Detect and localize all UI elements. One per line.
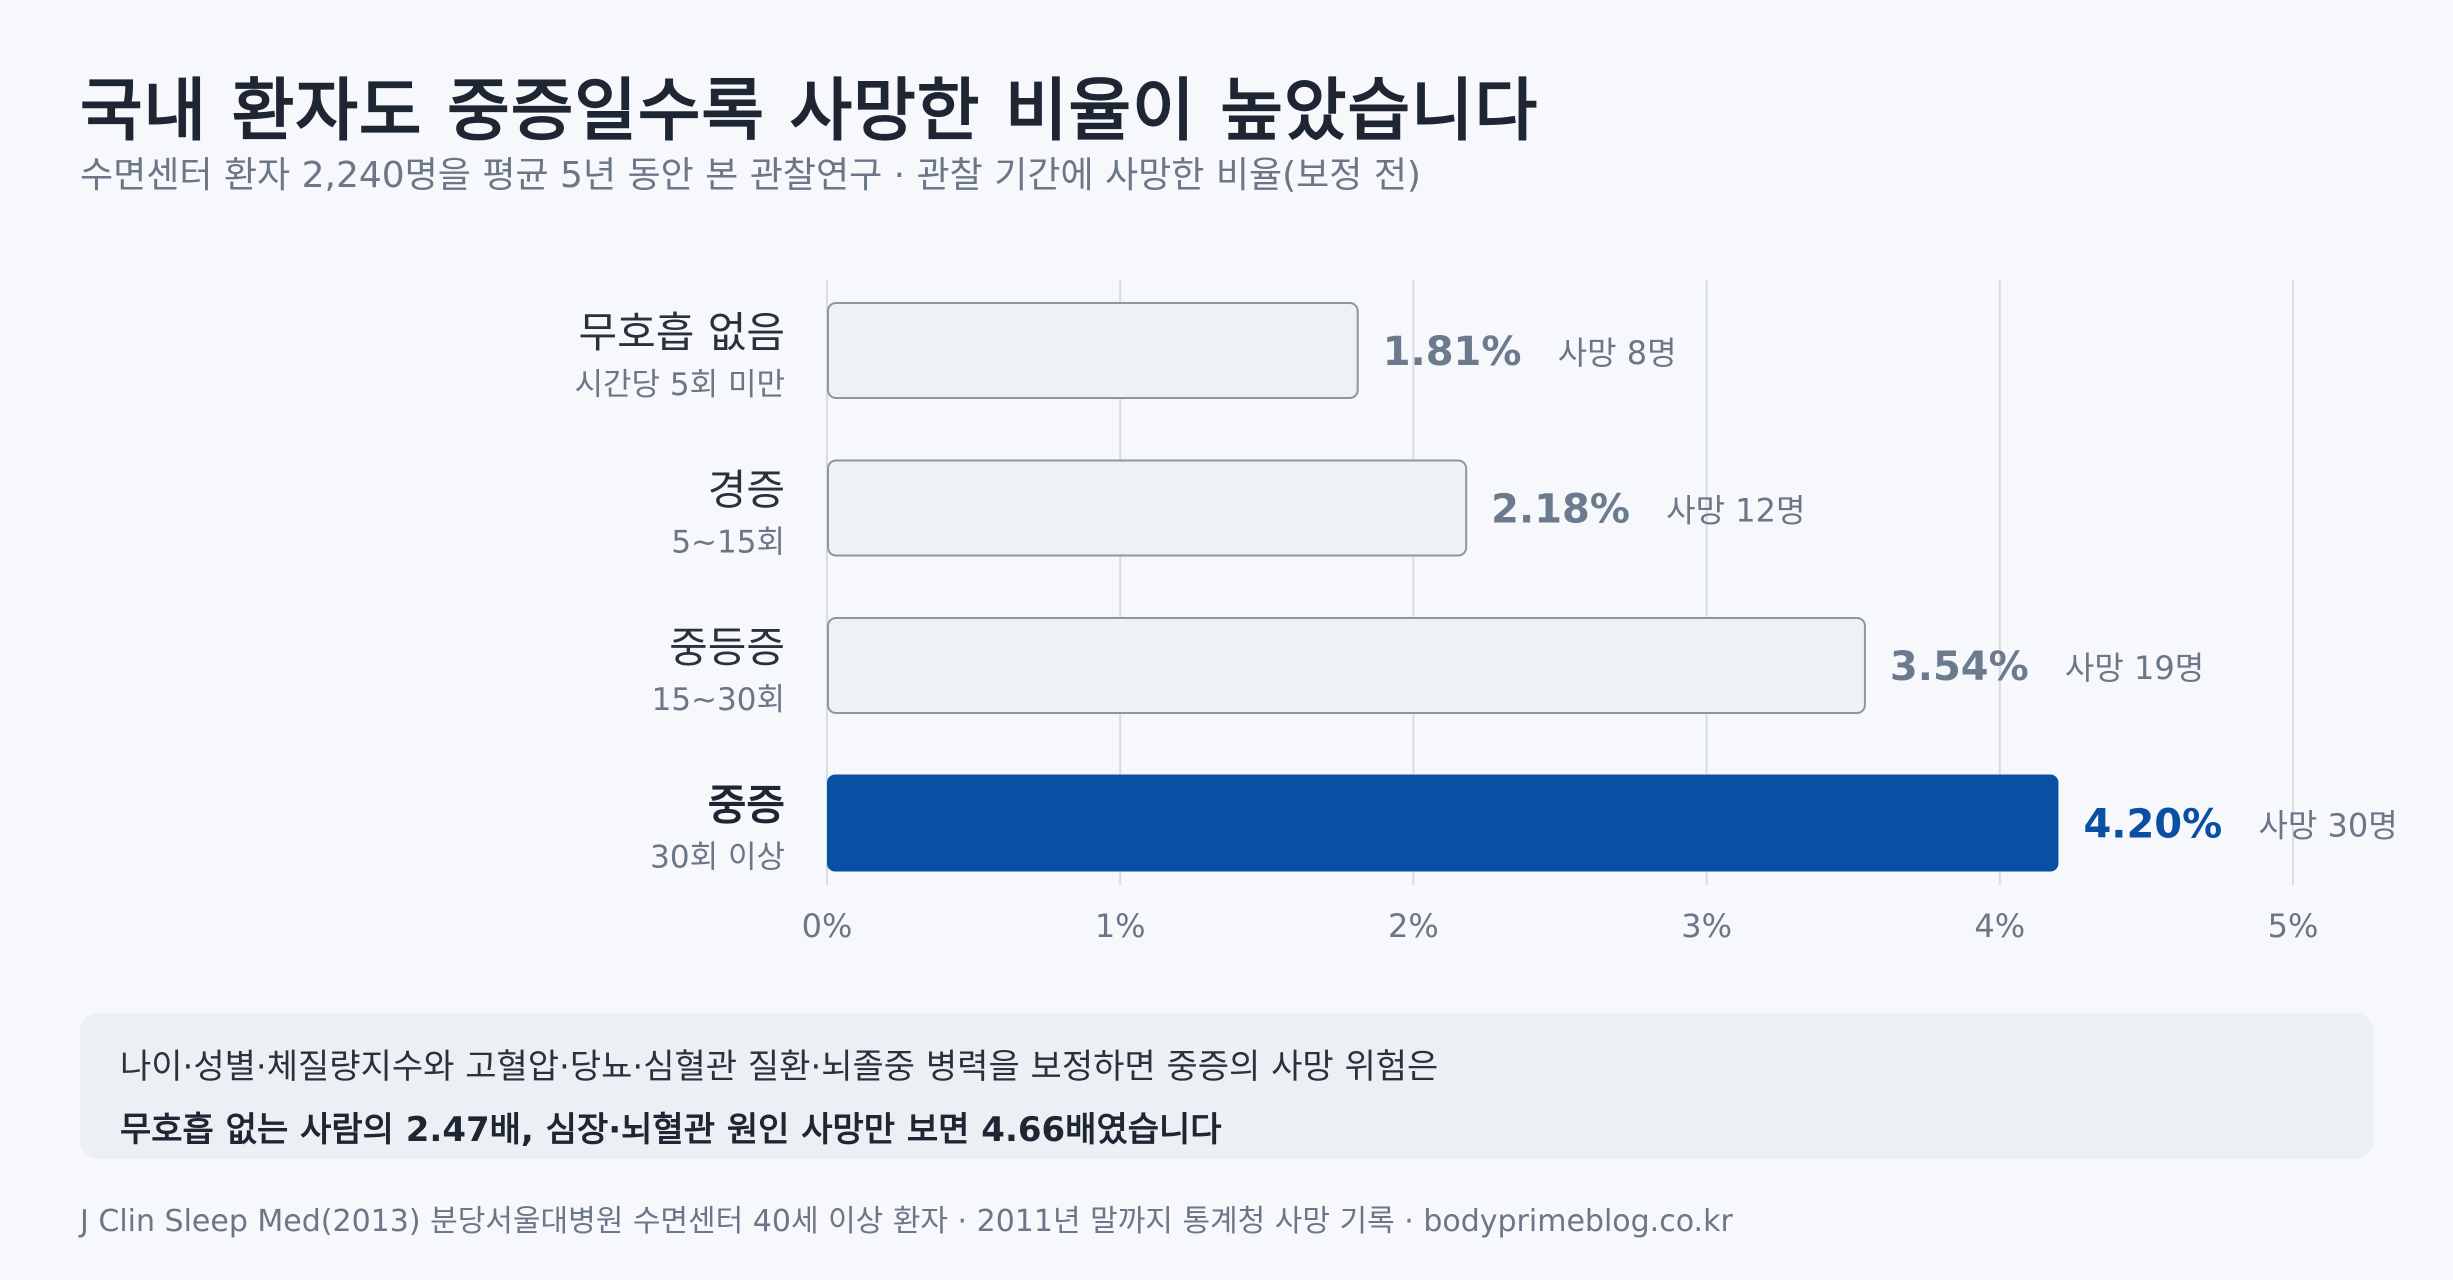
- category-sublabel: 15~30회: [652, 682, 785, 718]
- deaths-label: 사망 12명: [1666, 492, 1805, 530]
- adjusted-risk-note: 나이·성별·체질량지수와 고혈압·당뇨·심혈관 질환·뇌졸중 병력을 보정하면 …: [80, 1013, 2373, 1159]
- x-tick-label: 4%: [1974, 907, 2025, 945]
- bar: [827, 774, 2059, 872]
- x-axis-ticks: 0% 1% 2% 3% 4% 5%: [802, 907, 2319, 945]
- value-label: 2.18%: [1491, 487, 1630, 533]
- x-tick-label: 1%: [1095, 907, 1146, 945]
- category-sublabel: 30회 이상: [650, 840, 785, 876]
- chart-title: 국내 환자도 중증일수록 사망한 비율이 높았습니다: [80, 72, 1539, 151]
- bar: [827, 459, 1468, 557]
- deaths-label: 사망 19명: [2065, 649, 2204, 687]
- bar: [827, 617, 1866, 714]
- deaths-label: 사망 30명: [2258, 807, 2397, 845]
- category-label: 중등증: [669, 623, 785, 672]
- x-tick-label: 0%: [802, 907, 853, 945]
- value-label: 3.54%: [1890, 644, 2029, 690]
- bar: [827, 302, 1359, 399]
- note-line-1: 나이·성별·체질량지수와 고혈압·당뇨·심혈관 질환·뇌졸중 병력을 보정하면 …: [120, 1047, 1439, 1087]
- value-label: 1.81%: [1383, 329, 1522, 375]
- source-citation: J Clin Sleep Med(2013) 분당서울대병원 수면센터 40세 …: [80, 1204, 1733, 1239]
- chart-subtitle: 수면센터 환자 2,240명을 평균 5년 동안 본 관찰연구 · 관찰 기간에…: [80, 155, 1421, 196]
- value-label: 4.20%: [2083, 802, 2222, 848]
- x-tick-label: 5%: [2268, 907, 2319, 945]
- x-tick-label: 3%: [1681, 907, 1732, 945]
- deaths-label: 사망 8명: [1558, 334, 1677, 372]
- category-label: 무호흡 없음: [578, 308, 785, 357]
- category-label: 중증: [708, 781, 785, 830]
- category-label: 경증: [708, 466, 785, 515]
- x-tick-label: 2%: [1388, 907, 1439, 945]
- category-sublabel: 시간당 5회 미만: [574, 367, 785, 403]
- category-sublabel: 5~15회: [671, 525, 785, 561]
- note-line-2: 무호흡 없는 사람의 2.47배, 심장·뇌혈관 원인 사망만 보면 4.66배…: [120, 1110, 1222, 1150]
- bars: [827, 302, 2059, 872]
